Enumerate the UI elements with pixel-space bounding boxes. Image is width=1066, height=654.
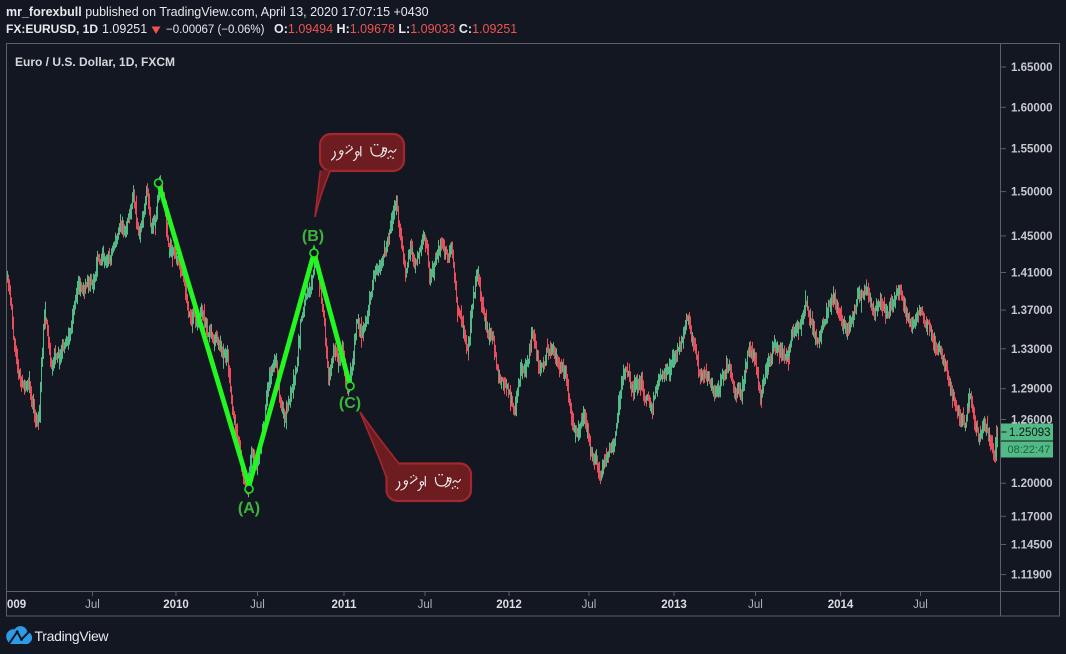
svg-text:Jul: Jul — [85, 599, 100, 611]
svg-text:FX:EURUSD, 1D: FX:EURUSD, 1D — [6, 22, 98, 36]
svg-text:(C): (C) — [339, 395, 361, 412]
svg-text:Jul: Jul — [250, 599, 265, 611]
svg-text:(B): (B) — [302, 228, 324, 245]
svg-text:1.55000: 1.55000 — [1011, 144, 1053, 156]
svg-text:009: 009 — [7, 599, 26, 611]
svg-text:TradingView: TradingView — [35, 628, 110, 644]
svg-text:1.11900: 1.11900 — [1011, 570, 1052, 582]
svg-text:1.65000: 1.65000 — [1011, 62, 1053, 74]
svg-text:2010: 2010 — [163, 599, 189, 611]
svg-text:08:22:47: 08:22:47 — [1008, 444, 1051, 456]
svg-text:1.29000: 1.29000 — [1011, 384, 1053, 396]
svg-text:Jul: Jul — [418, 599, 433, 611]
svg-text:2012: 2012 — [496, 599, 522, 611]
svg-text:2013: 2013 — [661, 599, 687, 611]
svg-text:Jul: Jul — [913, 599, 928, 611]
svg-text:1.09251: 1.09251 — [102, 22, 147, 36]
svg-text:Jul: Jul — [582, 599, 597, 611]
svg-text:Euro / U.S. Dollar, 1D, FXCM: Euro / U.S. Dollar, 1D, FXCM — [15, 55, 175, 69]
svg-text:1.37000: 1.37000 — [1011, 305, 1053, 317]
svg-text:−0.00067 (−0.06%): −0.00067 (−0.06%) — [166, 24, 265, 36]
svg-text:2014: 2014 — [828, 599, 854, 611]
svg-text:O:1.09494 H:1.09678 L:1.09033: O:1.09494 H:1.09678 L:1.09033 C:1.09251 — [274, 22, 517, 36]
svg-text:1.45000: 1.45000 — [1011, 231, 1053, 243]
svg-text:mr_forexbull published on Trad: mr_forexbull published on TradingView.co… — [6, 5, 429, 19]
svg-text:(A): (A) — [238, 500, 260, 517]
svg-text:1.33000: 1.33000 — [1011, 344, 1053, 356]
svg-text:1.14500: 1.14500 — [1011, 540, 1053, 552]
svg-text:1.60000: 1.60000 — [1011, 102, 1053, 114]
svg-text:1.50000: 1.50000 — [1011, 187, 1053, 199]
svg-text:Jul: Jul — [748, 599, 763, 611]
svg-text:1.17000: 1.17000 — [1011, 511, 1053, 523]
svg-text:1.41000: 1.41000 — [1011, 268, 1053, 280]
svg-text:1.25093: 1.25093 — [1009, 427, 1051, 439]
svg-text:2011: 2011 — [332, 599, 358, 611]
svg-text:1.20000: 1.20000 — [1011, 478, 1053, 490]
